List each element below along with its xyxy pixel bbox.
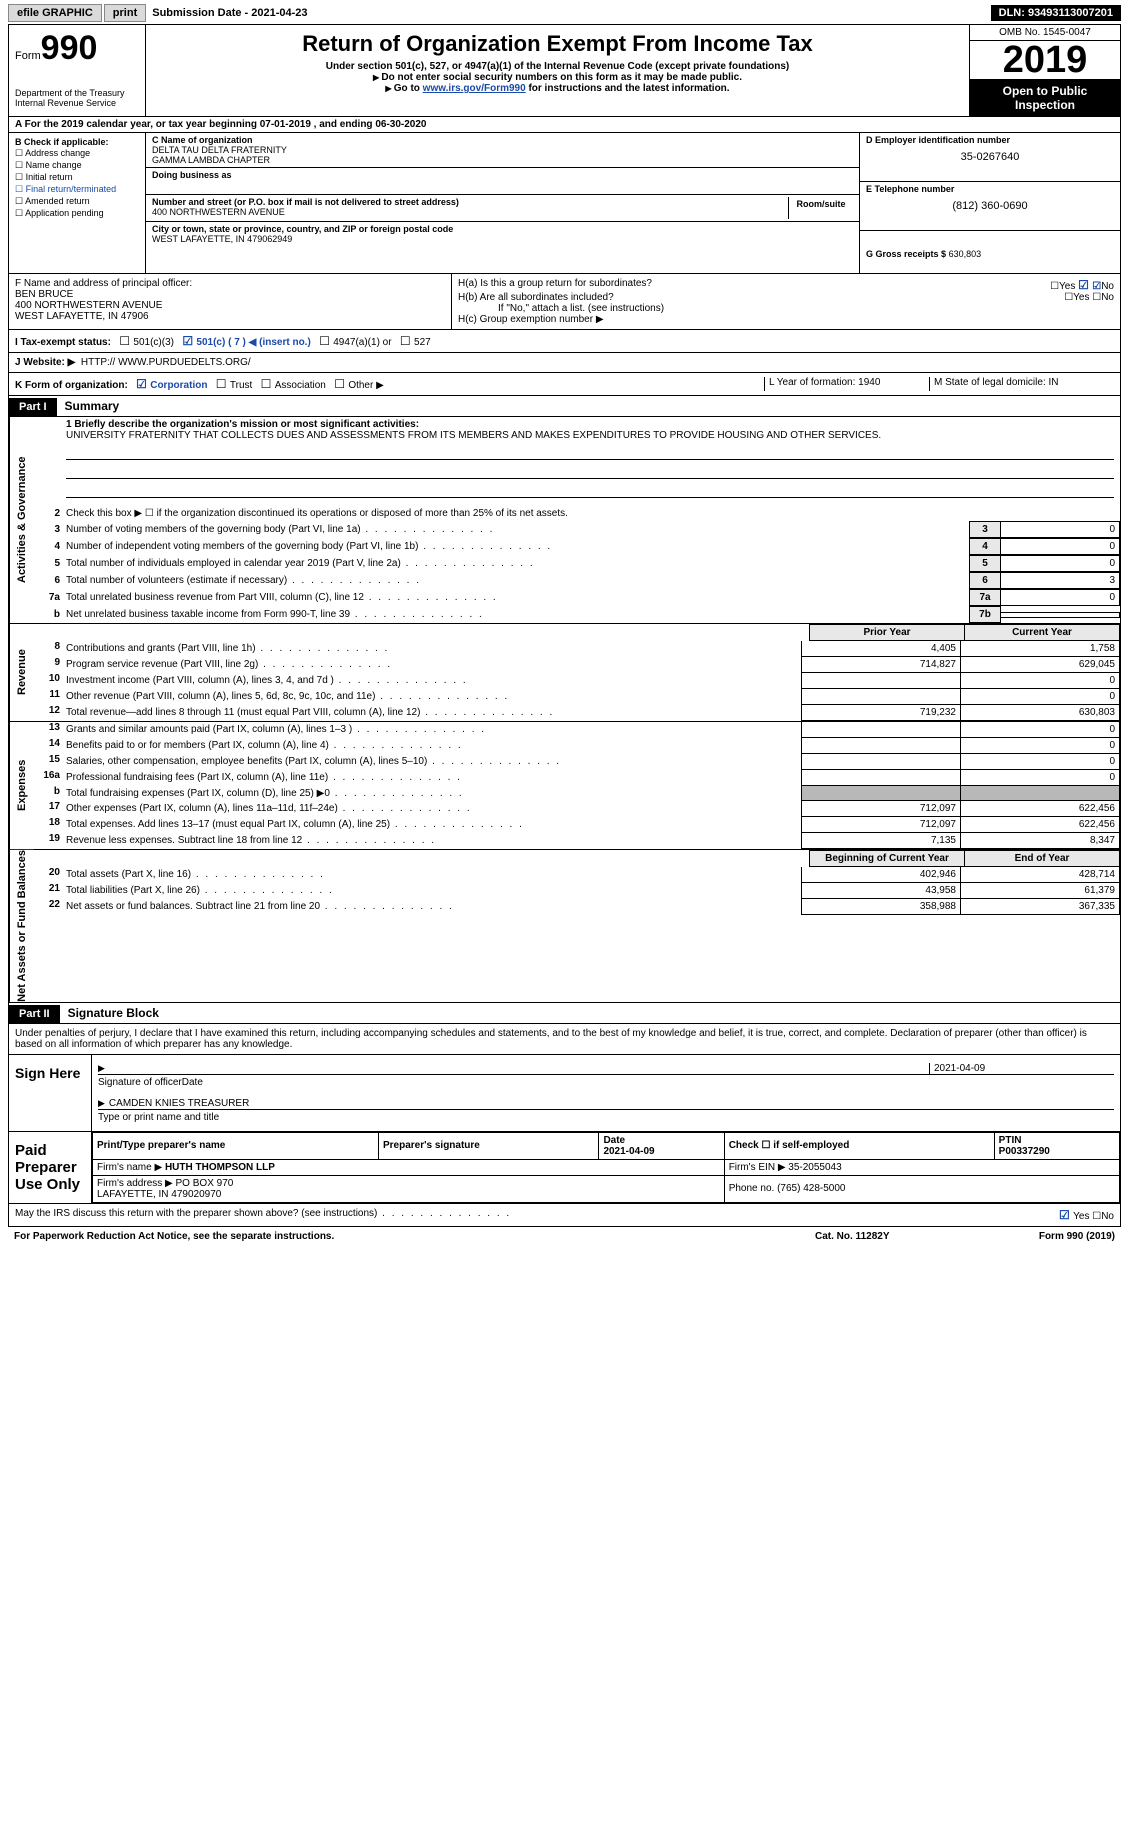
col-d: D Employer identification number 35-0267…: [859, 133, 1120, 273]
chk-address-change[interactable]: ☐ Address change: [15, 148, 139, 159]
irs-link[interactable]: www.irs.gov/Form990: [423, 83, 526, 94]
chk-assoc[interactable]: Association: [261, 380, 326, 391]
block-bcd: B Check if applicable: ☐ Address change …: [8, 133, 1121, 274]
exp-line-13: 13Grants and similar amounts paid (Part …: [34, 722, 1120, 738]
chk-4947[interactable]: 4947(a)(1) or: [319, 337, 391, 348]
sec-governance: Activities & Governance 1 Briefly descri…: [8, 417, 1121, 624]
street-address: 400 NORTHWESTERN AVENUE: [152, 207, 788, 217]
chk-trust[interactable]: Trust: [216, 380, 253, 391]
firm-phone: (765) 428-5000: [777, 1183, 845, 1194]
state-domicile: M State of legal domicile: IN: [929, 377, 1114, 391]
chk-amended[interactable]: ☐ Amended return: [15, 196, 139, 207]
subtitle-1: Under section 501(c), 527, or 4947(a)(1)…: [150, 61, 965, 72]
part1-header: Part ISummary: [8, 396, 1121, 417]
chk-other[interactable]: Other ▶: [334, 380, 384, 391]
row-k: K Form of organization: Corporation Trus…: [8, 373, 1121, 396]
chk-app-pending[interactable]: ☐ Application pending: [15, 208, 139, 219]
gov-line-4: 4Number of independent voting members of…: [34, 538, 1120, 555]
gov-line-5: 5Total number of individuals employed in…: [34, 555, 1120, 572]
website-url: HTTP:// WWW.PURDUEDELTS.ORG/: [81, 357, 251, 368]
col-b: B Check if applicable: ☐ Address change …: [9, 133, 146, 273]
paid-preparer-row: Paid Preparer Use Only Print/Type prepar…: [8, 1132, 1121, 1204]
gov-line-7b: bNet unrelated business taxable income f…: [34, 606, 1120, 623]
city-state-zip: WEST LAFAYETTE, IN 479062949: [152, 234, 853, 244]
public-inspection: Open to Public Inspection: [970, 80, 1120, 116]
gov-line-6: 6Total number of volunteers (estimate if…: [34, 572, 1120, 589]
ptin: P00337290: [999, 1146, 1050, 1157]
chk-initial-return[interactable]: ☐ Initial return: [15, 172, 139, 183]
col-c: C Name of organization DELTA TAU DELTA F…: [146, 133, 859, 273]
officer-printed: CAMDEN KNIES TREASURER: [98, 1098, 1114, 1109]
block-fh: F Name and address of principal officer:…: [8, 274, 1121, 330]
dept-treasury: Department of the Treasury Internal Reve…: [15, 88, 139, 108]
row-i-tax-status: I Tax-exempt status: 501(c)(3) 501(c) ( …: [8, 330, 1121, 353]
declaration: Under penalties of perjury, I declare th…: [8, 1024, 1121, 1055]
chk-501c3[interactable]: 501(c)(3): [119, 337, 174, 348]
rev-line-12: 12Total revenue—add lines 8 through 11 (…: [34, 705, 1120, 721]
chk-501c[interactable]: 501(c) ( 7 ) ◀ (insert no.): [182, 337, 310, 348]
sec-net-assets: Net Assets or Fund Balances Beginning of…: [8, 850, 1121, 1003]
rev-line-10: 10Investment income (Part VIII, column (…: [34, 673, 1120, 689]
tab-governance: Activities & Governance: [9, 417, 34, 623]
subtitle-2: Do not enter social security numbers on …: [150, 72, 965, 83]
org-name: DELTA TAU DELTA FRATERNITY GAMMA LAMBDA …: [152, 145, 853, 165]
efile-btn[interactable]: efile GRAPHIC: [8, 4, 102, 22]
rev-line-8: 8Contributions and grants (Part VIII, li…: [34, 641, 1120, 657]
ein: 35-0267640: [866, 145, 1114, 163]
tab-revenue: Revenue: [9, 624, 34, 721]
exp-line-18: 18Total expenses. Add lines 13–17 (must …: [34, 817, 1120, 833]
submission-date: Submission Date - 2021-04-23: [148, 7, 311, 19]
discuss-row: May the IRS discuss this return with the…: [8, 1204, 1121, 1227]
tax-year: 2019: [970, 41, 1120, 80]
exp-line-14: 14Benefits paid to or for members (Part …: [34, 738, 1120, 754]
row-a-tax-year: A For the 2019 calendar year, or tax yea…: [8, 117, 1121, 133]
chk-final-return[interactable]: ☐ Final return/terminated: [15, 184, 139, 195]
gross-receipts: 630,803: [949, 249, 982, 259]
print-btn[interactable]: print: [104, 4, 146, 22]
row-j-website: J Website: ▶ HTTP:// WWW.PURDUEDELTS.ORG…: [8, 353, 1121, 373]
sign-here-row: Sign Here 2021-04-09 Signature of office…: [8, 1055, 1121, 1132]
officer-address: 400 NORTHWESTERN AVENUE WEST LAFAYETTE, …: [15, 300, 445, 322]
exp-line-b: bTotal fundraising expenses (Part IX, co…: [34, 786, 1120, 801]
topbar: efile GRAPHIC print Submission Date - 20…: [8, 4, 1121, 22]
tab-net-assets: Net Assets or Fund Balances: [9, 850, 34, 1002]
exp-line-16a: 16aProfessional fundraising fees (Part I…: [34, 770, 1120, 786]
form-number: Form990: [15, 29, 139, 68]
telephone: (812) 360-0690: [866, 194, 1114, 212]
net-line-22: 22Net assets or fund balances. Subtract …: [34, 899, 1120, 915]
mission-text: UNIVERSITY FRATERNITY THAT COLLECTS DUES…: [66, 430, 1114, 441]
footer: For Paperwork Reduction Act Notice, see …: [8, 1227, 1121, 1246]
exp-line-19: 19Revenue less expenses. Subtract line 1…: [34, 833, 1120, 849]
sec-revenue: Revenue Prior YearCurrent Year 8Contribu…: [8, 624, 1121, 722]
net-line-21: 21Total liabilities (Part X, line 26)43,…: [34, 883, 1120, 899]
net-line-20: 20Total assets (Part X, line 16)402,9464…: [34, 867, 1120, 883]
chk-corp[interactable]: Corporation: [136, 380, 207, 391]
chk-527[interactable]: 527: [400, 337, 431, 348]
preparer-table: Print/Type preparer's name Preparer's si…: [92, 1132, 1120, 1203]
chk-name-change[interactable]: ☐ Name change: [15, 160, 139, 171]
sec-expenses: Expenses 13Grants and similar amounts pa…: [8, 722, 1121, 850]
tab-expenses: Expenses: [9, 722, 34, 849]
year-formation: L Year of formation: 1940: [764, 377, 929, 391]
firm-ein: 35-2055043: [788, 1162, 841, 1173]
exp-line-15: 15Salaries, other compensation, employee…: [34, 754, 1120, 770]
discuss-yes[interactable]: [1059, 1211, 1073, 1222]
gov-line-3: 3Number of voting members of the governi…: [34, 521, 1120, 538]
form-header: Form990 Department of the Treasury Inter…: [8, 24, 1121, 117]
rev-line-11: 11Other revenue (Part VIII, column (A), …: [34, 689, 1120, 705]
part2-header: Part IISignature Block: [8, 1003, 1121, 1024]
exp-line-17: 17Other expenses (Part IX, column (A), l…: [34, 801, 1120, 817]
dln: DLN: 93493113007201: [991, 5, 1121, 21]
gov-line-7a: 7aTotal unrelated business revenue from …: [34, 589, 1120, 606]
subtitle-3: Go to www.irs.gov/Form990 for instructio…: [150, 83, 965, 94]
rev-line-9: 9Program service revenue (Part VIII, lin…: [34, 657, 1120, 673]
form-title: Return of Organization Exempt From Incom…: [150, 31, 965, 57]
officer-name: BEN BRUCE: [15, 289, 445, 300]
firm-name: HUTH THOMPSON LLP: [165, 1162, 275, 1173]
